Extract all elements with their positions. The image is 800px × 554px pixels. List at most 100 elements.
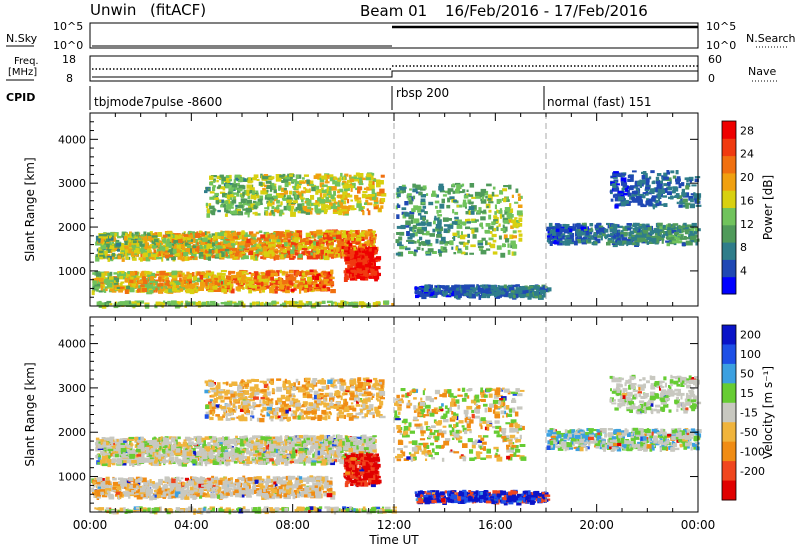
- power-echo-cell: [94, 283, 101, 287]
- power-echo-cell: [370, 175, 374, 181]
- power-echo-cell: [159, 273, 164, 278]
- power-echo-cell: [218, 287, 224, 292]
- power-echo-cell: [291, 238, 295, 242]
- power-echo-cell: [634, 185, 638, 189]
- power-echo-cell: [622, 185, 629, 191]
- power-echo-cell: [478, 207, 482, 212]
- power-echo-cell: [667, 181, 671, 186]
- power-echo-cell: [421, 294, 427, 300]
- power-echo-cell: [409, 240, 415, 243]
- power-echo-cell: [362, 230, 368, 235]
- power-echo-cell: [197, 237, 202, 241]
- power-echo-cell: [363, 187, 366, 190]
- power-echo-cell: [221, 180, 224, 185]
- power-echo-cell: [329, 281, 335, 286]
- power-echo-cell: [348, 242, 353, 247]
- power-echo-cell: [302, 285, 305, 288]
- power-echo-cell: [467, 233, 470, 238]
- power-echo-cell: [381, 193, 387, 197]
- power-echo-cell: [379, 188, 385, 194]
- power-echo-cell: [214, 192, 219, 197]
- power-echo-cell: [238, 242, 241, 247]
- power-echo-cell: [183, 274, 189, 277]
- power-echo-cell: [145, 288, 149, 291]
- power-echo-cell: [159, 282, 164, 288]
- power-echo-cell: [411, 240, 417, 244]
- power-echo-cell: [201, 278, 204, 284]
- power-echo-cell: [353, 273, 356, 278]
- power-echo-cell: [353, 270, 358, 276]
- power-echo-cell: [163, 246, 169, 251]
- power-echo-cell: [656, 196, 661, 199]
- power-echo-cell: [164, 273, 169, 278]
- power-echo-cell: [676, 176, 681, 179]
- power-echo-cell: [657, 222, 663, 227]
- power-echo-cell: [235, 207, 238, 211]
- power-echo-cell: [561, 236, 565, 240]
- power-echo-cell: [550, 235, 553, 240]
- power-echo-cell: [190, 239, 193, 244]
- power-echo-cell: [695, 241, 698, 246]
- power-echo-cell: [297, 193, 302, 197]
- power-echo-cell: [320, 209, 325, 213]
- power-echo-cell: [659, 192, 662, 195]
- power-echo-cell: [279, 285, 284, 290]
- power-echo-cell: [517, 288, 521, 291]
- power-echo-cell: [285, 176, 291, 180]
- power-echo-cell: [690, 193, 694, 196]
- power-echo-cell: [599, 225, 604, 229]
- power-echo-cell: [498, 235, 502, 240]
- power-echo-cell: [228, 206, 234, 209]
- power-echo-cell: [659, 232, 662, 236]
- power-echo-cell: [226, 179, 232, 182]
- processing-mode: (fitACF): [150, 1, 206, 19]
- power-echo-cell: [364, 252, 368, 255]
- power-echo-cell: [372, 259, 378, 263]
- power-echo-cell: [290, 270, 293, 274]
- power-echo-cell: [337, 201, 341, 207]
- power-echo-cell: [627, 238, 631, 242]
- power-echo-cell: [137, 288, 141, 293]
- power-echo-cell: [620, 232, 626, 235]
- power-echo-cell: [444, 243, 449, 246]
- power-echo-cell: [304, 240, 309, 245]
- power-echo-cell: [523, 293, 528, 298]
- power-echo-cell: [276, 270, 281, 273]
- power-echo-cell: [269, 210, 273, 214]
- power-echo-cell: [301, 276, 305, 279]
- power-echo-cell: [323, 209, 328, 215]
- power-echo-cell: [240, 231, 246, 237]
- power-echo-cell: [335, 234, 342, 240]
- power-echo-cell: [189, 272, 195, 275]
- power-echo-cell: [260, 256, 264, 259]
- power-echo-cell: [321, 205, 326, 211]
- power-echo-cell: [186, 239, 189, 244]
- power-echo-cell: [98, 236, 102, 239]
- power-echo-cell: [180, 280, 185, 284]
- power-echo-cell: [363, 264, 368, 267]
- power-echo-cell: [214, 240, 219, 244]
- power-echo-cell: [440, 246, 443, 251]
- power-echo-cell: [212, 235, 216, 240]
- power-echo-cell: [312, 241, 319, 246]
- power-echo-cell: [429, 294, 434, 297]
- power-echo-cell: [267, 202, 273, 207]
- power-echo-cell: [199, 271, 206, 277]
- power-echo-cell: [214, 276, 218, 281]
- power-echo-cell: [300, 190, 306, 194]
- power-echo-cell: [301, 270, 304, 273]
- power-echo-cell: [496, 209, 499, 214]
- power-echo-cell: [300, 282, 307, 287]
- power-echo-cell: [212, 186, 216, 191]
- power-echo-cell: [132, 253, 139, 257]
- power-echo-cell: [439, 226, 443, 231]
- power-echo-cell: [276, 241, 283, 245]
- power-echo-cell: [465, 226, 470, 230]
- power-echo-cell: [517, 222, 523, 227]
- power-echo-cell: [439, 241, 444, 245]
- power-echo-cell: [365, 194, 369, 198]
- power-echo-cell: [639, 229, 643, 233]
- power-echo-cell: [111, 255, 115, 260]
- power-echo-cell: [167, 288, 174, 293]
- power-echo-cell: [341, 205, 347, 210]
